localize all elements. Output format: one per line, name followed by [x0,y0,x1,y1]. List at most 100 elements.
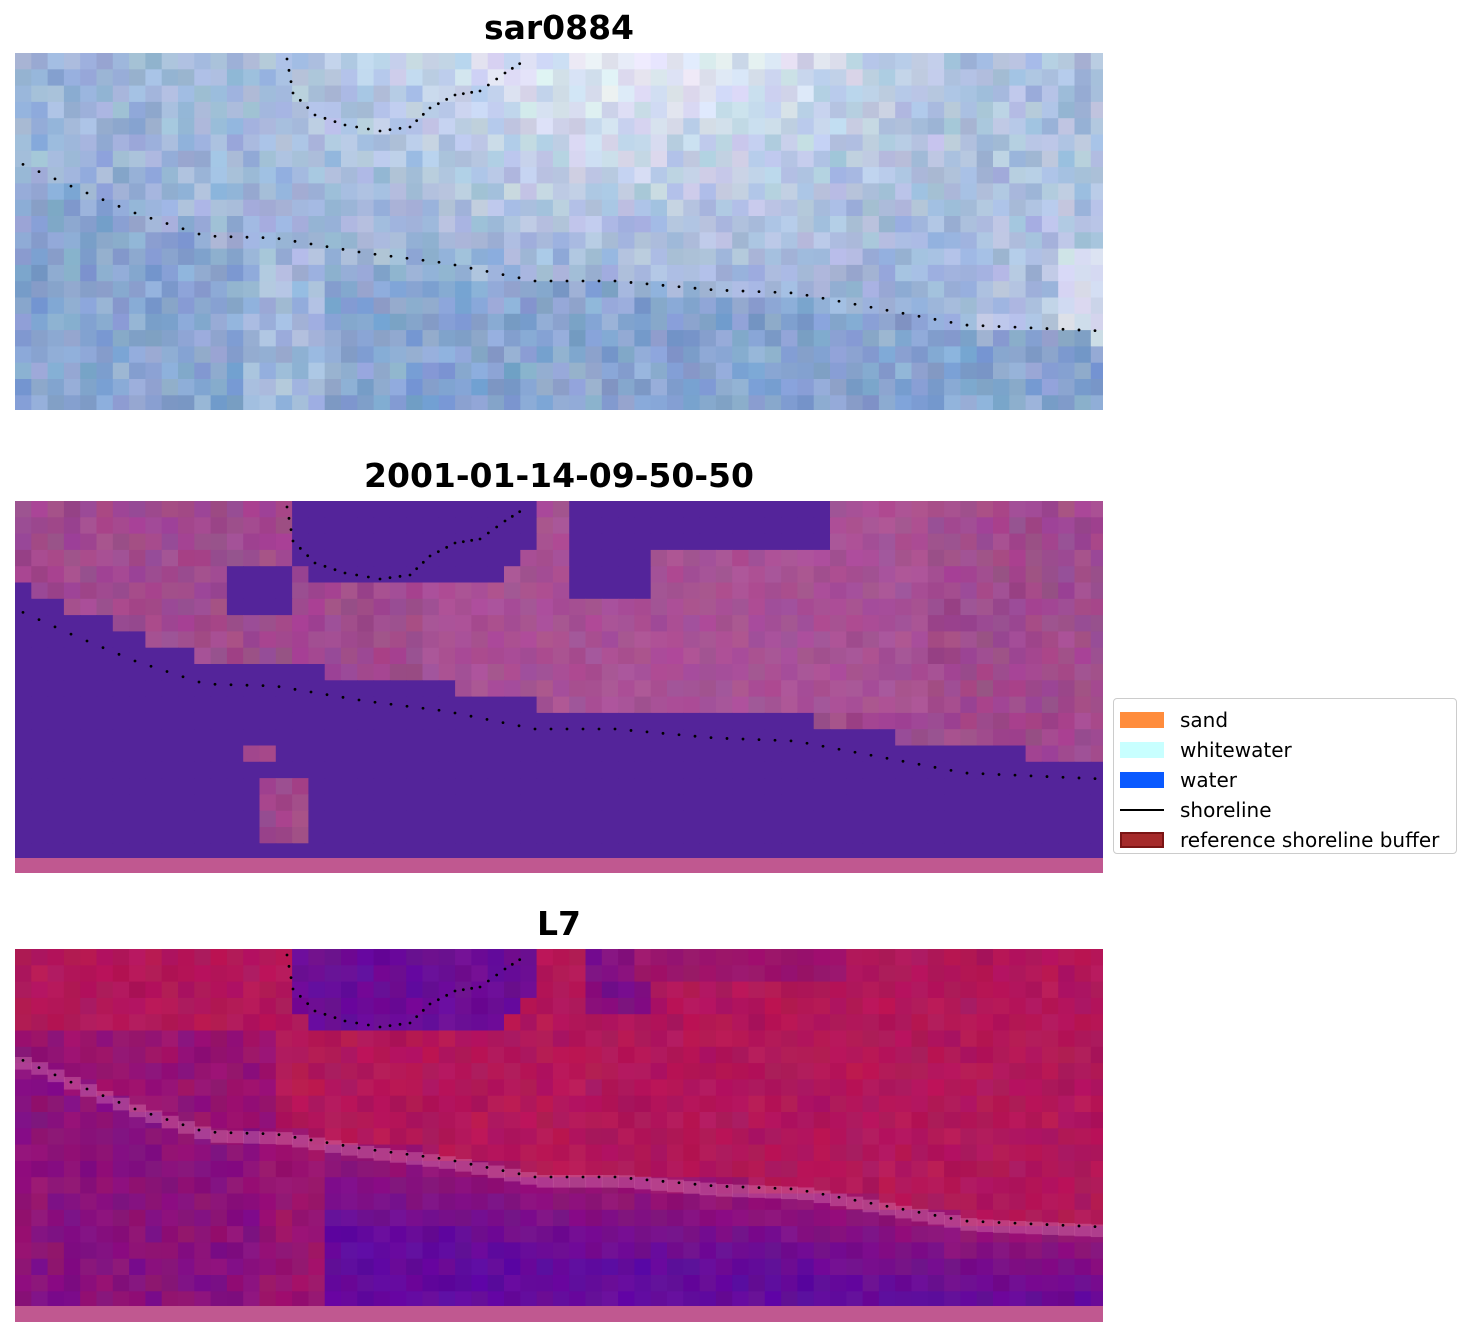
shoreline-point [287,68,291,72]
shoreline-point [741,737,745,741]
shoreline-point [306,106,310,110]
shoreline-point [69,1080,73,1084]
shoreline-point [165,670,169,673]
shoreline-point [289,528,293,532]
legend-item-sand: sand [1120,705,1450,735]
legend-label: shoreline [1180,798,1272,822]
shoreline-point [421,1154,425,1158]
shoreline-point [549,727,553,731]
shoreline-point [453,93,457,97]
shoreline-point [661,731,665,735]
shoreline-point [901,311,905,315]
shoreline-point [997,1221,1001,1224]
shoreline-point [421,112,425,116]
shoreline-point [323,1012,327,1016]
shoreline-point [933,1213,937,1217]
shoreline-point [581,1175,585,1179]
shoreline-point [597,727,601,731]
shoreline-point [869,305,873,309]
shoreline-point [428,1002,432,1006]
shoreline-point [389,254,393,258]
shoreline-point [453,711,457,715]
shoreline-point [517,276,521,280]
shoreline-point [613,1175,617,1179]
shoreline-point [197,1128,201,1132]
shoreline-point [398,1022,402,1026]
shoreline-point [495,973,499,977]
shoreline-point [645,730,649,734]
shoreline-point [789,1187,793,1191]
shoreline-point [933,765,937,769]
legend-item-whitewater: whitewater [1120,735,1450,765]
shoreline-point [486,83,490,87]
shoreline-point [1093,777,1097,781]
legend-label: reference shoreline buffer [1180,828,1440,852]
legend-label: sand [1180,708,1229,732]
shoreline-point [677,733,681,737]
shoreline-point [495,77,499,81]
shoreline-point [309,690,313,694]
shoreline-point [565,279,569,283]
shoreline-point [805,1189,809,1193]
shoreline-point [323,564,327,568]
shoreline-point [117,652,121,656]
shoreline-point [378,577,382,581]
shoreline-point [445,97,449,101]
shoreline-point [503,967,507,971]
shoreline-point [693,286,697,290]
shoreline-point [285,57,289,61]
shoreline-point [837,1195,841,1199]
shoreline-point [398,126,402,130]
shoreline-point [1013,773,1017,777]
shoreline-point [437,708,441,712]
shoreline-point [613,279,617,283]
shoreline-point [597,279,601,283]
shoreline-point [549,1175,553,1179]
shoreline-point [757,738,761,742]
sand-swatch-icon [1120,712,1164,728]
shoreline-point [101,646,105,650]
shoreline-point [869,1201,873,1205]
rgb-image [15,53,1103,410]
shoreline-point [306,554,310,558]
shoreline-point [485,1166,489,1169]
shoreline-point [355,573,359,577]
shoreline-point [503,519,507,523]
shoreline-point [366,575,370,579]
shoreline-point [53,1073,57,1077]
reference-buffer-strip [15,858,1103,873]
shoreline-point [949,1216,953,1220]
shoreline-point [333,120,337,124]
shoreline-point [149,216,153,220]
shoreline-point [1077,1224,1081,1228]
shoreline-point [289,80,293,84]
shoreline-point [277,685,281,689]
shoreline-point [661,283,665,287]
shoreline-point [949,320,953,324]
shoreline-point [389,1150,393,1154]
shoreline-point [378,129,382,133]
shoreline-point [501,1169,505,1172]
shoreline-point [325,245,329,249]
shoreline-point [341,247,345,251]
shoreline-point [69,632,73,636]
shoreline-point [485,718,489,721]
shoreline-point [437,1156,441,1160]
shoreline-point [1093,329,1097,333]
water-swatch-icon [1120,772,1164,788]
shoreline-point [486,531,490,535]
shoreline-point [261,236,265,240]
shoreline-point [37,618,41,622]
shoreline-point [470,538,474,542]
shoreline-point [357,250,361,254]
panel-title-0: sar0884 [483,8,635,47]
shoreline-point [501,273,505,276]
shoreline-point [469,1162,473,1166]
shoreline-point [436,998,440,1002]
shoreline-point [510,962,514,966]
shoreline-point [245,683,249,687]
shoreline-point [981,324,985,328]
shoreline-point [53,625,57,629]
shoreline-point [405,256,409,260]
classified-image-panel [15,501,1103,873]
